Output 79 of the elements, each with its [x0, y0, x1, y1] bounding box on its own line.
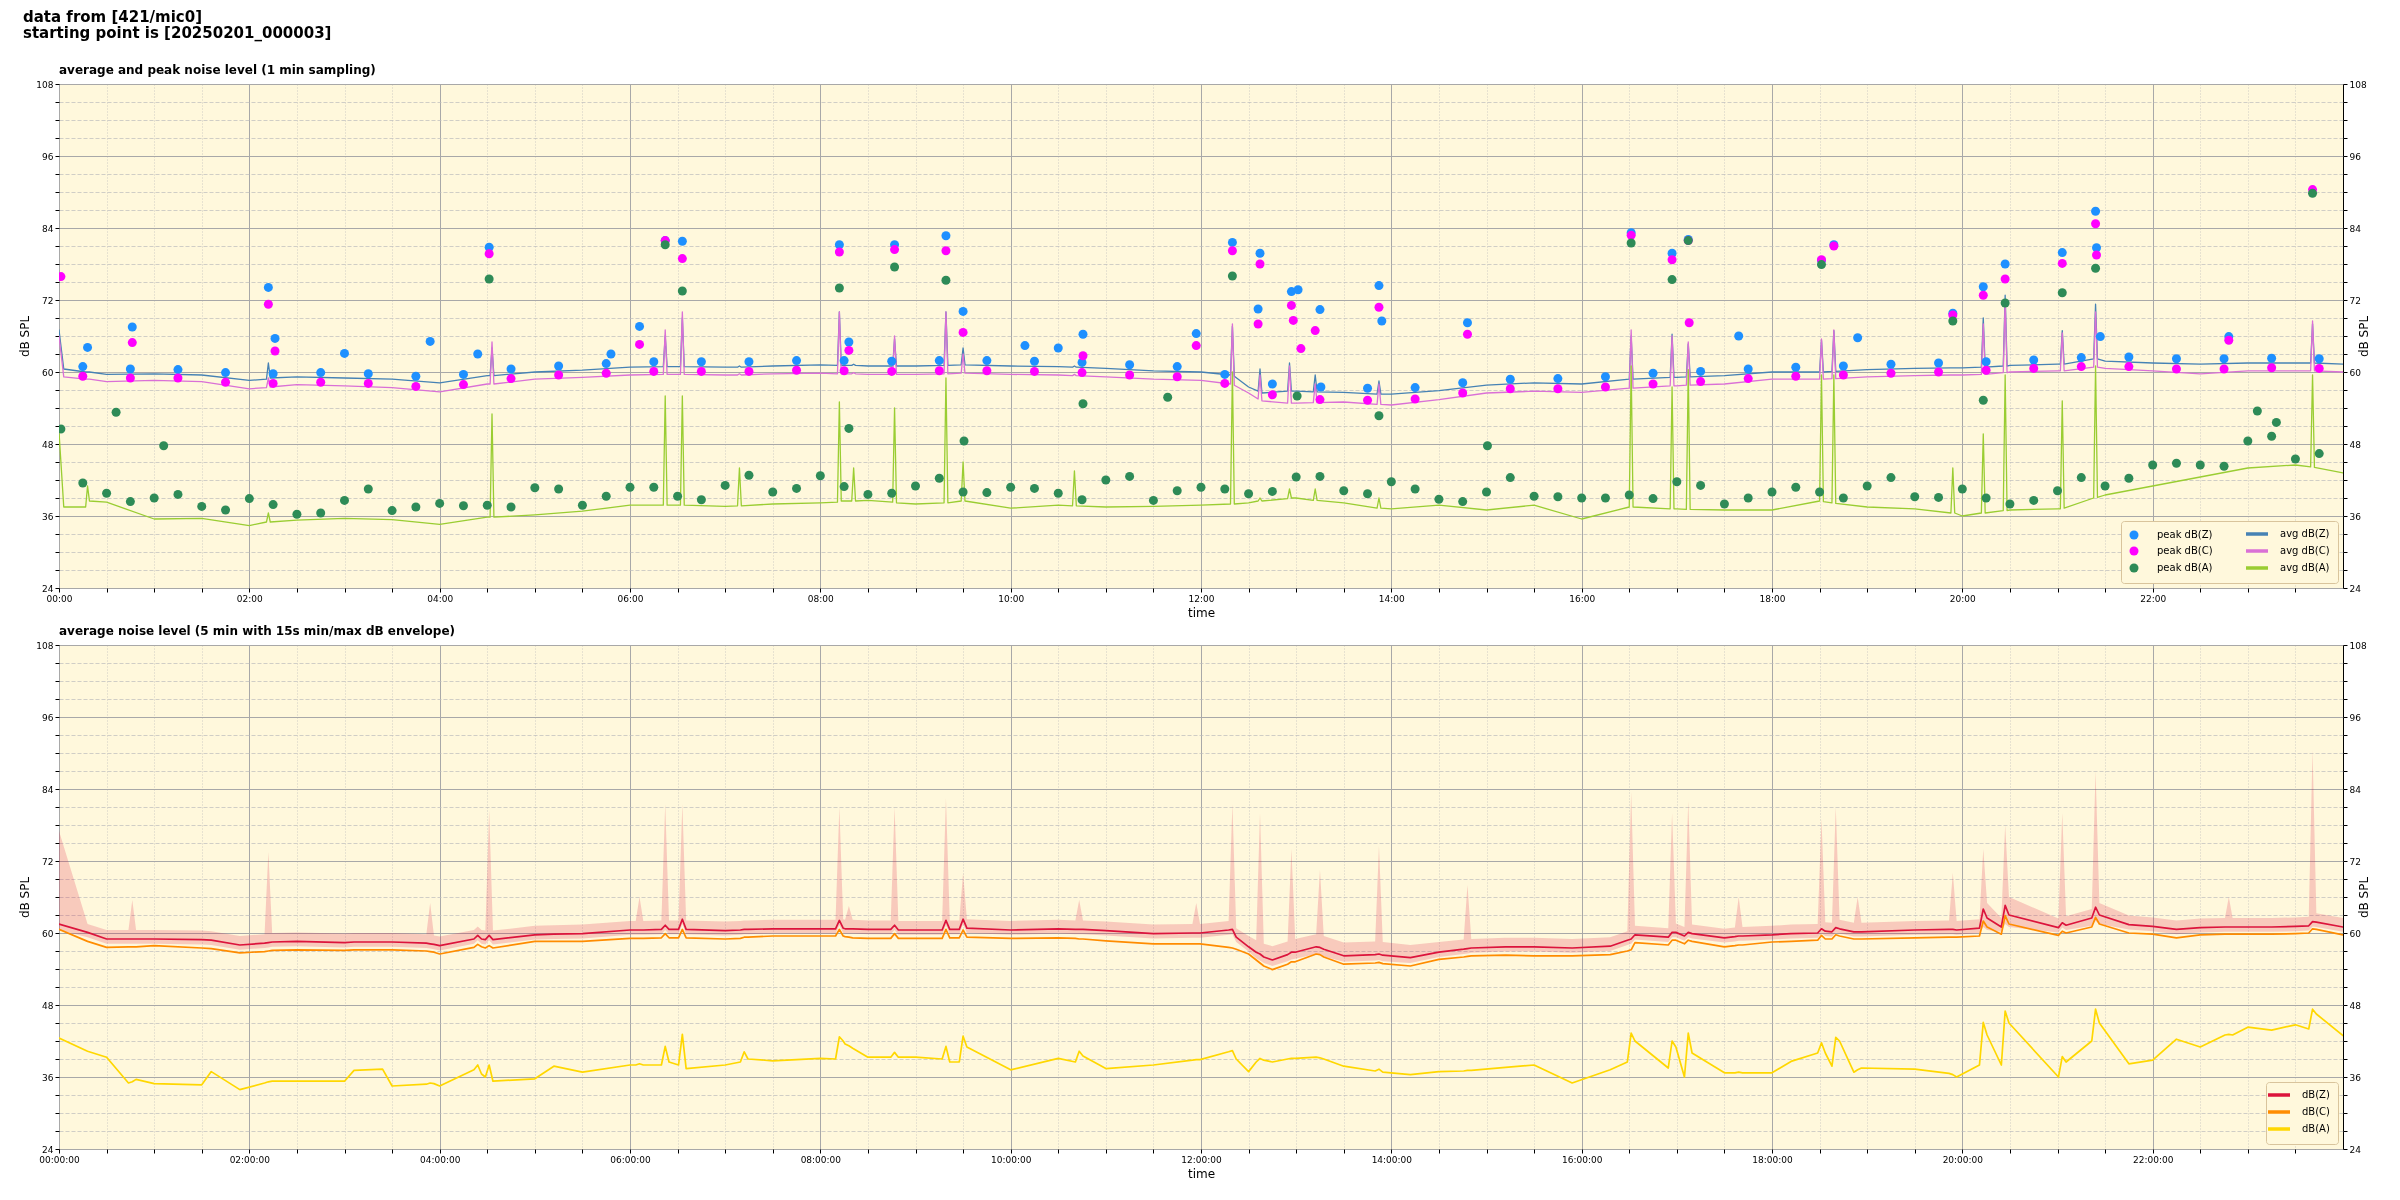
x-tick-label: 10:00:00	[990, 1154, 1032, 1165]
y-axis-title: dB SPL	[18, 315, 33, 358]
y2-tick-label: 24	[2349, 583, 2362, 594]
y2-tick-label: 48	[2349, 439, 2362, 450]
legend-label: peak dB(Z)	[2157, 529, 2213, 540]
y2-axis-title: dB SPL	[2356, 315, 2371, 358]
x-tick-label: 16:00	[1569, 593, 1596, 604]
legend-label: avg dB(Z)	[2280, 528, 2330, 539]
x-tick-label: 00:00	[46, 593, 73, 604]
x-tick-label: 08:00:00	[800, 1154, 842, 1165]
y-tick-label: 108	[36, 79, 54, 90]
legend-label: avg dB(C)	[2280, 545, 2330, 556]
line-series	[59, 904, 2343, 961]
y-tick-label: 24	[42, 1144, 54, 1155]
y2-tick-label: 72	[2349, 856, 2361, 867]
y2-tick-label: 72	[2349, 295, 2361, 306]
y-tick-label: 84	[42, 784, 54, 795]
legend-label: peak dB(C)	[2157, 545, 2213, 556]
x-tick-label: 12:00:00	[1181, 1154, 1222, 1165]
y-tick-label: 60	[42, 928, 54, 939]
legend-label: dB(C)	[2302, 1106, 2331, 1117]
y-tick-label: 48	[42, 1000, 54, 1011]
y2-tick-label: 24	[2349, 1144, 2362, 1155]
x-tick-label: 20:00:00	[1942, 1154, 1984, 1165]
x-tick-label: 18:00:00	[1752, 1154, 1793, 1165]
text: data from [421/mic0]	[23, 8, 203, 26]
chart-title: average noise level (5 min with 15s min/max dB envelope)	[59, 624, 456, 638]
x-tick-label: 08:00	[807, 593, 835, 604]
y-axis-title: dB SPL	[18, 876, 33, 919]
x-tick-label: 16:00:00	[1561, 1154, 1603, 1165]
chart-title: average and peak noise level (1 min sampling)	[59, 63, 376, 77]
x-tick-label: 14:00	[1378, 593, 1406, 604]
y2-tick-label: 108	[2349, 640, 2367, 651]
y-tick-label: 24	[42, 583, 54, 594]
x-tick-label: 12:00	[1188, 593, 1215, 604]
x-tick-label: 04:00	[427, 593, 454, 604]
y-tick-label: 60	[42, 367, 54, 378]
x-tick-label: 04:00:00	[419, 1154, 461, 1165]
y-tick-label: 48	[42, 439, 54, 450]
y-tick-label: 36	[42, 1072, 54, 1083]
x-axis-title: time	[1187, 605, 1216, 620]
y2-tick-label: 96	[2349, 151, 2362, 162]
x-axis-title: time	[1187, 1166, 1216, 1181]
y-tick-label: 96	[42, 151, 54, 162]
x-tick-label: 14:00:00	[1371, 1154, 1413, 1165]
y2-tick-label: 84	[2349, 223, 2362, 234]
x-tick-label: 02:00:00	[229, 1154, 271, 1165]
legend-label: dB(Z)	[2302, 1089, 2330, 1100]
y-tick-label: 36	[42, 511, 54, 522]
y2-tick-label: 36	[2349, 511, 2362, 522]
line-series	[59, 914, 2343, 971]
x-tick-label: 18:00	[1759, 593, 1786, 604]
legend-label: peak dB(A)	[2157, 562, 2213, 573]
y-tick-label: 108	[36, 640, 54, 651]
x-tick-label: 20:00	[1949, 593, 1977, 604]
x-tick-label: 22:00:00	[2132, 1154, 2174, 1165]
y-tick-label: 72	[42, 856, 54, 867]
line-series	[59, 1008, 2343, 1091]
line-series	[59, 365, 2343, 527]
y2-tick-label: 60	[2349, 367, 2362, 378]
y2-tick-label: 60	[2349, 928, 2362, 939]
y2-axis-title: dB SPL	[2356, 876, 2371, 919]
y2-tick-label: 84	[2349, 784, 2362, 795]
text: starting point is [20250201_000003]	[23, 24, 332, 42]
y-tick-label: 72	[42, 295, 54, 306]
y2-tick-label: 96	[2349, 712, 2362, 723]
x-tick-label: 00:00:00	[39, 1154, 80, 1165]
y2-tick-label: 108	[2349, 79, 2367, 90]
x-tick-label: 06:00:00	[610, 1154, 651, 1165]
y-tick-label: 96	[42, 712, 54, 723]
y-tick-label: 84	[42, 223, 54, 234]
legend-label: dB(A)	[2302, 1123, 2330, 1134]
y2-tick-label: 36	[2349, 1072, 2362, 1083]
legend-label: avg dB(A)	[2280, 562, 2330, 573]
x-tick-label: 06:00	[617, 593, 644, 604]
x-tick-label: 02:00	[236, 593, 264, 604]
y2-tick-label: 48	[2349, 1000, 2362, 1011]
x-tick-label: 10:00	[998, 593, 1025, 604]
x-tick-label: 22:00	[2140, 593, 2167, 604]
